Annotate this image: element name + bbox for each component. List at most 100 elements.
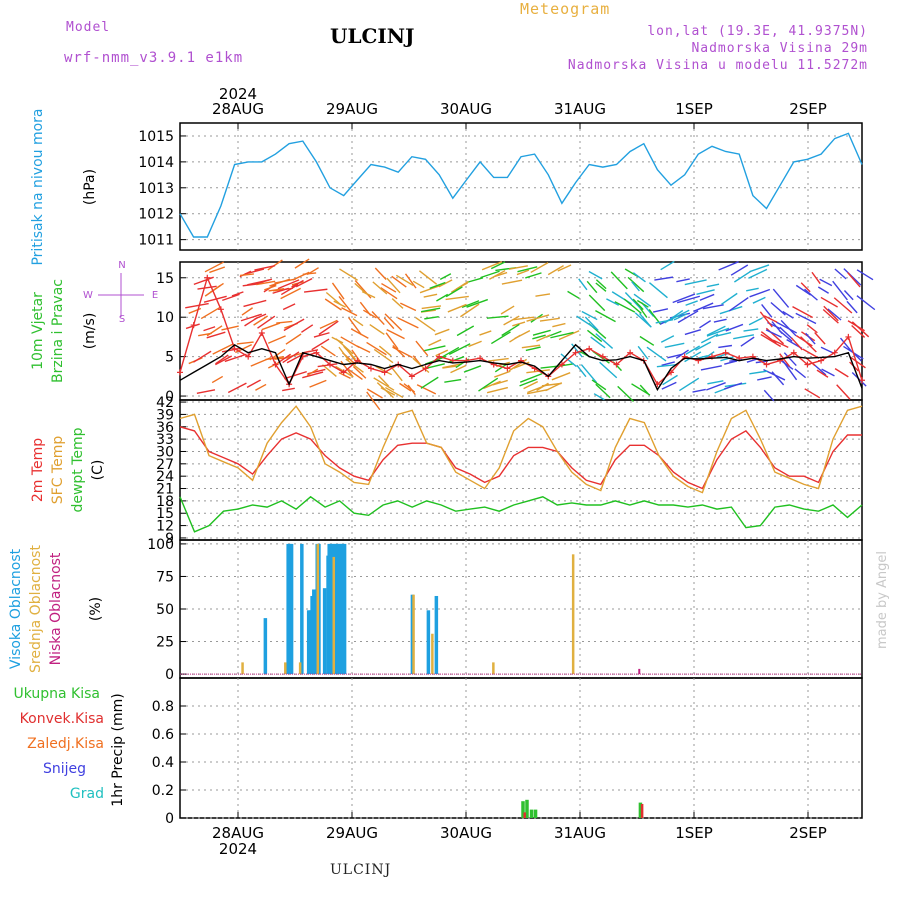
wind-barb [519,373,543,383]
wind-barb [821,368,835,377]
wind-barb [834,268,847,280]
pressure-frame [179,122,863,251]
wind-speed-marker [313,349,320,356]
wind-barb [348,317,363,336]
wind-barb [215,354,229,365]
wind-barb [547,265,564,276]
wind-barb [778,330,793,342]
wind-barb [761,304,773,318]
precip-ytick-label: 0.6 [152,727,174,743]
wind-barb [526,314,550,322]
wind-barb [375,365,393,376]
wind-barb [752,296,766,304]
wind-barb [512,321,526,327]
wind-barb [740,336,755,347]
wind-barb [610,271,628,290]
wind-barb [501,323,520,337]
mid-cloud-bar [571,554,575,675]
lonlat-label: lon,lat (19.3E, 41.9375N) [647,24,868,39]
wind-barb [302,349,319,354]
wind-barb [313,332,330,338]
wind-barb [693,302,714,313]
wind-barb [836,384,851,400]
high-cloud-bar [434,595,439,675]
wind-barb [772,339,789,348]
total-precip-bar [521,801,525,818]
wind-barb [412,280,425,289]
temperature-ytick-label: 33 [156,432,174,448]
wind-barb [246,379,261,388]
wind-speed-marker [258,329,265,336]
wind-barb [730,264,749,276]
wind-barb [345,358,364,373]
wind-barb [291,279,304,288]
wind-barb [846,300,858,314]
wind-barb [811,271,821,285]
wind-speed-marker [627,349,634,356]
wind-barb [399,382,412,392]
wind-barb [352,318,364,327]
wind-barb [523,380,539,390]
total-precip-bar [529,809,534,818]
wind-barb [669,309,690,321]
convective-precip-bar [523,812,526,818]
wind-barb [627,276,645,293]
wind-barb [692,388,706,393]
wind-barb [392,345,406,358]
wind-barb [421,305,442,310]
wind-barb [759,311,773,328]
wind-barb [795,284,812,296]
wind-barb [335,338,354,355]
wind-barb [792,305,814,319]
wind-barb [706,283,720,288]
wind-barb [576,364,587,378]
mid-cloud-bar [412,594,415,675]
wind-barb [843,290,854,301]
wind-barb [847,320,865,332]
model-elevation-label: Nadmorska Visina u modelu 11.5272m [567,58,868,73]
wind-barb [227,382,247,394]
wind-barb [631,281,640,292]
total-precip-bar [533,809,538,818]
wind-barb [445,286,463,298]
wind-barb [386,328,405,340]
high-cloud-bar [342,543,347,675]
wind-barb [588,294,606,312]
wind-barb [444,378,462,383]
wind-barb [822,308,839,324]
wind-barb [606,298,620,306]
wind-barb [591,379,607,391]
wind-barb [804,288,818,301]
wind-barb [385,332,399,350]
wind-barb [386,277,401,294]
wind-barb [340,336,360,349]
wind-barb [706,382,726,391]
wind-barb [760,333,782,348]
wind-barb [725,323,744,332]
wind-barb [331,282,345,300]
wind-barb [276,320,293,324]
wind-barb [679,377,700,392]
wind-barb [782,360,798,381]
wind-barb [374,267,387,281]
wind-barb [700,365,722,371]
wind-barb [664,342,685,349]
wind-barb [321,364,337,377]
wind-speed-marker [859,377,865,384]
precip-frame [179,677,863,819]
footer-station: ULCINJ [330,862,392,878]
wind-barb [519,378,538,387]
wind-barb [795,312,817,325]
wind-barb [724,382,743,390]
wind-barb [748,317,763,326]
wind-barb [526,388,549,395]
wind-barb [338,372,351,379]
wind-barb [265,355,284,361]
wind-barb [806,324,818,334]
date-tick-top: 2SEP [789,100,827,118]
wind-barb [684,279,707,286]
wind-ytick-label: 5 [165,350,174,366]
total-precip-bar [525,799,529,818]
pressure-ytick-label: 1014 [138,155,174,171]
wind-barb [206,325,223,337]
